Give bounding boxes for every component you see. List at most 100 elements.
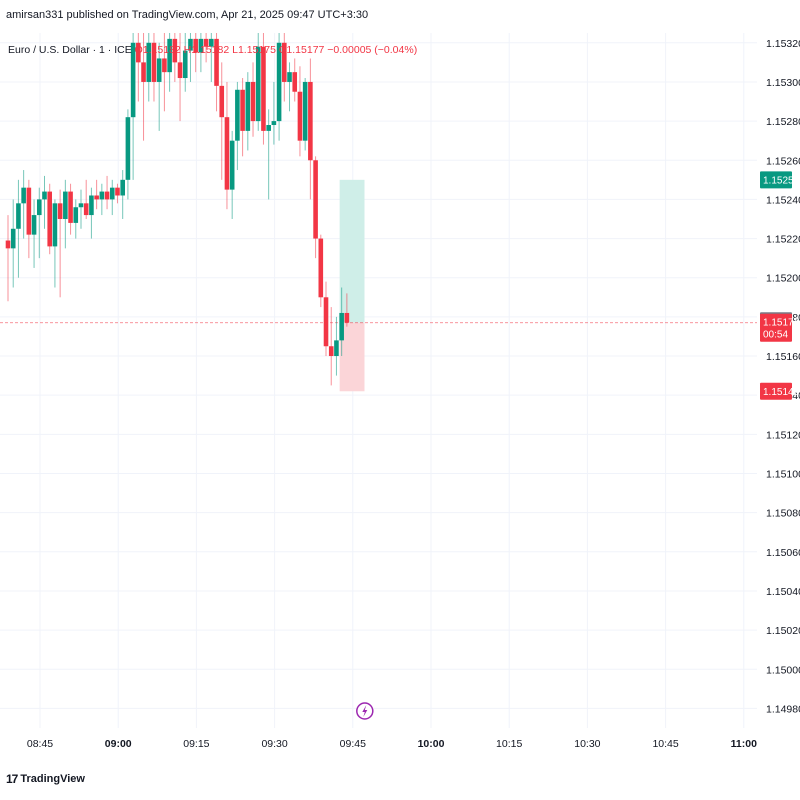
- candle-body[interactable]: [209, 38, 214, 47]
- candle-body[interactable]: [167, 38, 172, 73]
- y-tick-label: 1.15100: [766, 468, 800, 480]
- price-label-target: [760, 171, 792, 189]
- candle-body[interactable]: [328, 346, 334, 357]
- candle-body[interactable]: [271, 121, 277, 126]
- candle-body[interactable]: [229, 140, 235, 190]
- candle-body[interactable]: [136, 42, 141, 63]
- candle-body[interactable]: [224, 117, 230, 190]
- candle-body[interactable]: [282, 42, 287, 82]
- candle-body[interactable]: [125, 117, 131, 180]
- y-tick-label: 1.15020: [766, 625, 800, 637]
- candle-body[interactable]: [151, 42, 157, 82]
- candle-body[interactable]: [344, 312, 350, 323]
- lightning-glyph: [362, 705, 368, 717]
- candle-body[interactable]: [266, 125, 271, 131]
- candle-body[interactable]: [240, 89, 245, 131]
- candle-body[interactable]: [250, 81, 256, 122]
- ohlc-values: O1.15182 H1.15182 L1.15175 C1.15177 −0.0…: [134, 44, 418, 56]
- y-tick-label: 1.15080: [766, 508, 800, 520]
- price-label-text: 1.15250: [763, 175, 800, 186]
- price-label-current: [760, 313, 792, 342]
- y-tick-label: 1.15300: [766, 77, 800, 89]
- candle-body[interactable]: [130, 42, 136, 118]
- candle-body[interactable]: [16, 203, 21, 229]
- candle-body[interactable]: [68, 191, 73, 223]
- candle-body[interactable]: [146, 42, 152, 82]
- x-tick-label: 10:30: [574, 738, 600, 750]
- candle-body[interactable]: [10, 228, 16, 249]
- candle-body[interactable]: [83, 203, 89, 216]
- candle-body[interactable]: [302, 81, 308, 141]
- x-tick-label: 09:45: [340, 738, 366, 750]
- price-label-text: 1.15142: [763, 387, 800, 398]
- candle-body[interactable]: [94, 195, 99, 200]
- x-tick-label: 10:15: [496, 738, 522, 750]
- candle-body[interactable]: [109, 187, 115, 200]
- y-tick-label: 1.15260: [766, 155, 800, 167]
- candle-body[interactable]: [203, 38, 209, 47]
- x-tick-label: 09:30: [261, 738, 287, 750]
- candle-body[interactable]: [47, 191, 53, 247]
- candle-body[interactable]: [73, 207, 79, 223]
- tradingview-brand[interactable]: 17 TradingView: [6, 772, 85, 786]
- candle-body[interactable]: [297, 91, 303, 141]
- candle-body[interactable]: [214, 38, 219, 86]
- candle-body[interactable]: [5, 240, 11, 249]
- price-label-stop: [760, 382, 792, 400]
- candle-body[interactable]: [89, 195, 94, 216]
- candle-body[interactable]: [104, 191, 110, 200]
- y-tick-label: 1.15060: [766, 547, 800, 559]
- candle-body[interactable]: [188, 38, 193, 51]
- candle-body[interactable]: [323, 297, 329, 347]
- candle-body[interactable]: [235, 89, 240, 141]
- candle-body[interactable]: [120, 179, 125, 196]
- candle-body[interactable]: [318, 238, 324, 298]
- candle-body[interactable]: [177, 62, 183, 79]
- candle-body[interactable]: [57, 203, 63, 219]
- candle-body[interactable]: [26, 187, 32, 235]
- candle-body[interactable]: [219, 85, 225, 118]
- candle-body[interactable]: [261, 46, 266, 131]
- candle-body[interactable]: [245, 81, 251, 131]
- x-tick-label: 09:15: [183, 738, 209, 750]
- price-label-text: 1.15177: [763, 318, 800, 329]
- candle-body[interactable]: [313, 160, 318, 239]
- candle-body[interactable]: [198, 38, 204, 53]
- candle-body[interactable]: [172, 38, 178, 63]
- candle-body[interactable]: [36, 199, 42, 216]
- candle-body[interactable]: [339, 312, 344, 341]
- x-tick-label: 09:00: [105, 738, 132, 750]
- candle-body[interactable]: [31, 215, 37, 235]
- candle-body[interactable]: [193, 38, 198, 53]
- candle-body[interactable]: [162, 58, 167, 73]
- y-tick-label: 1.15160: [766, 351, 800, 363]
- y-tick-label: 1.15280: [766, 116, 800, 128]
- candle-body[interactable]: [63, 191, 68, 219]
- candle-body[interactable]: [78, 203, 84, 208]
- candle-body[interactable]: [308, 81, 313, 161]
- candle-body[interactable]: [141, 62, 146, 82]
- candle-body[interactable]: [21, 187, 26, 204]
- brand-label: TradingView: [20, 773, 85, 785]
- countdown-label: 00:54: [763, 330, 788, 341]
- profit-zone[interactable]: [339, 179, 365, 323]
- y-tick-label: 1.15200: [766, 273, 800, 285]
- y-tick-label: 1.15220: [766, 234, 800, 246]
- y-tick-label: 1.15320: [766, 38, 800, 50]
- x-tick-label: 10:45: [652, 738, 678, 750]
- candle-body[interactable]: [42, 191, 47, 200]
- candle-body[interactable]: [156, 58, 162, 82]
- candle-body[interactable]: [52, 203, 58, 247]
- candle-body[interactable]: [182, 50, 188, 79]
- candle-body[interactable]: [287, 72, 292, 82]
- candle-body[interactable]: [334, 340, 339, 357]
- tradingview-logo-icon: 17: [6, 772, 18, 786]
- candle-body[interactable]: [99, 191, 105, 200]
- candle-body[interactable]: [276, 42, 282, 122]
- candle-body[interactable]: [115, 187, 120, 196]
- candle-body[interactable]: [292, 72, 298, 92]
- candle-body[interactable]: [255, 46, 261, 122]
- publish-caption: amirsan331 published on TradingView.com,…: [6, 9, 369, 21]
